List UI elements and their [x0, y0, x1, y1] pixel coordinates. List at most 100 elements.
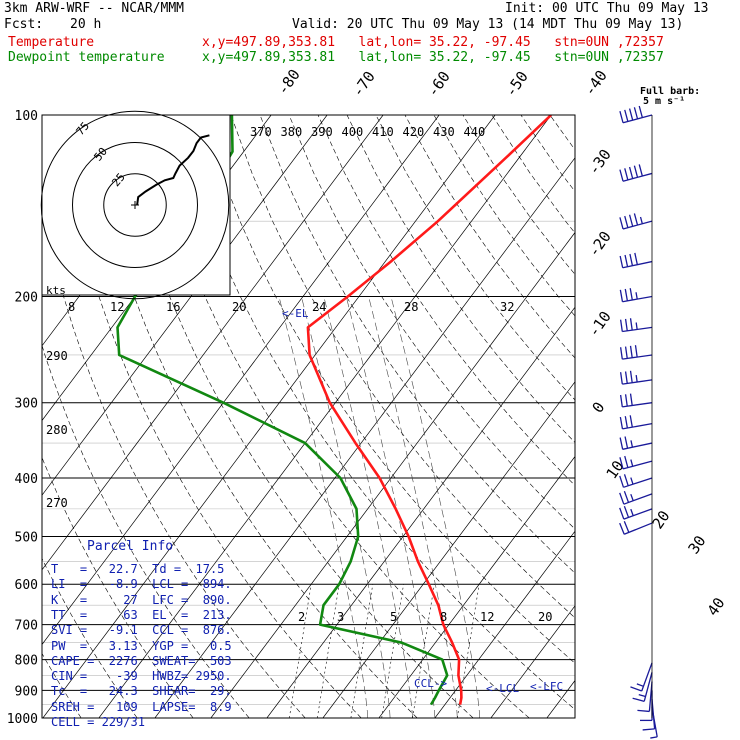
- wind-barb-flag: [638, 694, 646, 698]
- wind-barb-flag: [630, 493, 634, 501]
- wind-barb: [651, 707, 658, 737]
- wind-barb-flag: [629, 345, 633, 358]
- wind-barb-flag: [630, 477, 634, 485]
- moist-adiabat: [345, 296, 436, 718]
- mixing-ratio-label: 24: [312, 300, 326, 314]
- wind-barb-flag: [619, 437, 624, 450]
- wind-barb-flag: [633, 107, 639, 120]
- mixing-ratio-label: 16: [166, 300, 180, 314]
- wind-barb-flag: [624, 215, 629, 228]
- pressure-tick-label: 700: [15, 619, 38, 634]
- dry-adiabat: [259, 115, 575, 574]
- dry-adiabat: [317, 115, 575, 486]
- dry-adiabat: [172, 115, 575, 710]
- temperature-legend: Temperature: [8, 35, 95, 50]
- wind-barb-flag: [619, 347, 623, 360]
- pressure-tick-label: 600: [15, 578, 38, 593]
- wind-barb-flag: [628, 166, 634, 179]
- wind-barb-flag: [638, 105, 643, 118]
- wind-barb-flag: [624, 109, 629, 122]
- wind-barb-flag: [623, 474, 629, 486]
- wind-barb-flag: [619, 111, 624, 123]
- isotherm-label: -40: [581, 67, 611, 100]
- dry-adiabat: [288, 115, 575, 530]
- wind-barb-flag: [619, 522, 625, 535]
- theta-e-label: 370: [250, 125, 272, 139]
- wind-barb-flag: [624, 436, 629, 449]
- isotherm-line: [603, 115, 740, 718]
- wind-barb-flag: [629, 288, 633, 301]
- isotherm-label: -30: [585, 146, 615, 179]
- parcel-info-row: CAPE = 2276 SWEAT= 503: [51, 653, 232, 668]
- wind-barb-flag: [639, 216, 643, 224]
- parcel-info-row: K = 27 LFC = 890.: [51, 592, 232, 607]
- parcel-info-row: LI = -8.9 LCL = 894.: [51, 577, 232, 592]
- parcel-info-row: SREH = 109 LAPSE= 8.9: [51, 699, 232, 714]
- wind-barb-flag: [629, 253, 634, 266]
- isotherm-label: -10: [585, 308, 615, 341]
- theta-e-label: 400: [342, 125, 364, 139]
- parcel-info-row: CELL = 229/31: [51, 715, 145, 729]
- wind-barb-flag: [633, 165, 639, 178]
- wind-barb-flag: [629, 370, 633, 383]
- wind-barb-flag: [619, 416, 624, 429]
- isotherm-line: [322, 381, 575, 718]
- parcel-info-row: PW = 3.13 YGP = 0.5: [51, 638, 232, 653]
- hodograph-ring: [40, 110, 230, 300]
- theta-e-label: 430: [433, 125, 455, 139]
- dry-adiabat: [42, 557, 138, 718]
- wind-barb-flag: [624, 254, 629, 267]
- hodograph-ring-label: 75: [74, 119, 92, 138]
- dry-adiabat: [404, 115, 575, 359]
- mixing-ratio-label: 20: [232, 300, 246, 314]
- wind-barb-flag: [624, 416, 629, 429]
- wind-barb-flag: [635, 292, 638, 300]
- isotherm-line: [42, 115, 440, 646]
- mixing-ratio-label: 5: [390, 610, 397, 624]
- wind-barb-flag: [624, 168, 629, 181]
- mixing-ratio-label: 12: [480, 610, 494, 624]
- wind-barb-flag: [624, 394, 628, 407]
- init-time: Init: 00 UTC Thu 09 May 13: [505, 1, 709, 16]
- barb-legend: 5 m s⁻¹: [643, 96, 685, 107]
- wind-barb-flag: [623, 505, 630, 518]
- wind-barb-flag: [630, 440, 634, 448]
- dry-adiabat: [42, 204, 306, 718]
- theta-label: 270: [46, 496, 68, 510]
- barb-legend: Full barb:: [640, 86, 700, 97]
- wind-barb-flag: [629, 415, 633, 428]
- forecast-label: Fcst:: [4, 17, 44, 32]
- forecast-hour: 20 h: [70, 17, 102, 32]
- wind-barb-flag: [632, 697, 645, 702]
- wind-barb-flag: [635, 322, 638, 330]
- isotherm-label: -20: [585, 228, 615, 261]
- mixing-ratio-label: 28: [404, 300, 418, 314]
- pressure-tick-label: 1000: [7, 712, 38, 727]
- dry-adiabat: [346, 115, 575, 444]
- parcel-info-row: SVI = -9.1 CCL = 876.: [51, 623, 232, 638]
- level-annotation: <-LFC: [530, 680, 563, 693]
- mixing-ratio-label: 32: [500, 300, 514, 314]
- wind-barb-flag: [635, 374, 638, 383]
- dry-adiabat: [462, 115, 575, 275]
- wind-barb-flag: [637, 709, 650, 713]
- theta-e-label: 420: [403, 125, 425, 139]
- dry-adiabat: [491, 115, 575, 234]
- wind-barb-flag: [634, 252, 638, 265]
- level-annotation: <-LCL: [486, 682, 519, 695]
- wind-barb: [623, 477, 653, 488]
- pressure-tick-label: 200: [15, 291, 38, 306]
- parcel-info-row: Tc = 24.3 SHEAR= 29.: [51, 684, 232, 699]
- moist-adiabat: [301, 296, 391, 718]
- temperature-location: x,y=497.89,353.81 lat,lon= 35.22, -97.45…: [202, 35, 664, 50]
- mixing-ratio-label: 8: [440, 610, 447, 624]
- isotherm-line: [42, 115, 384, 571]
- mixing-ratio-label: 20: [538, 610, 552, 624]
- theta-e-label: 380: [281, 125, 303, 139]
- dry-adiabat: [433, 115, 575, 317]
- mixing-ratio-label: 2: [298, 610, 305, 624]
- isotherm-line: [42, 115, 328, 496]
- dry-adiabat: [201, 115, 575, 664]
- wind-barb-flag: [624, 288, 629, 301]
